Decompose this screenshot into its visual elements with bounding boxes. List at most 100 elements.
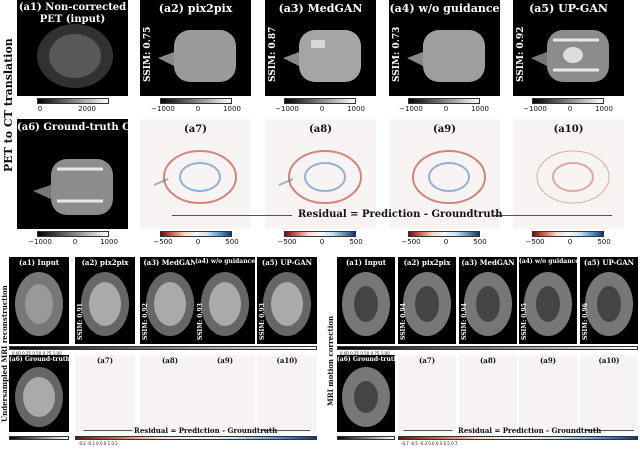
pet-panel-a8-title: (a8) bbox=[309, 124, 332, 135]
pet-residual-arrow-left bbox=[172, 215, 292, 216]
mri-motion-a7-residual bbox=[398, 355, 456, 432]
mri-recon-a2-ssim: SSIM: 0.91 bbox=[77, 303, 84, 340]
pet-a9-colorbar bbox=[408, 231, 480, 237]
mri-recon-a4-title: (a4) w/o guidance bbox=[195, 258, 256, 265]
mri-recon-a10-title: (a10) bbox=[276, 356, 298, 365]
pet-a4-colorbar bbox=[408, 98, 480, 104]
pet-groundtruth-ct-image bbox=[17, 119, 128, 229]
mri-motion-row2-res-colorbar bbox=[398, 436, 638, 440]
pet-upgan-image bbox=[513, 0, 624, 96]
mri-recon-row1-colorbar-ticks: 0.00 0.25 0.50 0.75 1.00 bbox=[12, 351, 62, 356]
pet-pix2pix-image bbox=[140, 0, 251, 96]
pet-a4-ssim: SSIM: 0.73 bbox=[392, 26, 402, 82]
mri-recon-a4-image bbox=[195, 257, 255, 344]
pet-residual-a7 bbox=[140, 119, 251, 229]
mri-motion-a1-title: (a1) Input bbox=[345, 258, 387, 267]
mri-recon-a2-image bbox=[75, 257, 135, 344]
mri-recon-arrow-left bbox=[84, 430, 132, 431]
pet-panel-a3-title: (a3) MedGAN bbox=[278, 2, 363, 15]
pet-a3-ssim: SSIM: 0.87 bbox=[268, 26, 278, 82]
mri-recon-a9-title: (a9) bbox=[216, 356, 234, 365]
mri-motion-a2-ssim: SSIM: 0.94 bbox=[400, 303, 407, 340]
pet-input-colorbar bbox=[37, 98, 109, 104]
mri-motion-a5-title: (a5) UP-GAN bbox=[583, 258, 635, 267]
mri-motion-a4-image bbox=[519, 257, 577, 344]
pet-panel-a4-title: (a4) w/o guidance bbox=[389, 2, 500, 15]
mri-recon-a4-ssim: SSIM: 0.93 bbox=[197, 303, 204, 340]
mri-motion-row1-colorbar bbox=[337, 346, 638, 350]
mri-recon-a3-ssim: SSIM: 0.92 bbox=[142, 303, 149, 340]
pet-panel-a9-title: (a9) bbox=[433, 124, 456, 135]
pet-residual-a8 bbox=[265, 119, 376, 229]
pet-medgan-image bbox=[265, 0, 376, 96]
mri-recon-a1-title: (a1) Input bbox=[18, 258, 60, 267]
mri-motion-a7-title: (a7) bbox=[418, 356, 436, 365]
mri-recon-a3-title: (a3) MedGAN bbox=[143, 258, 197, 267]
mri-motion-side-label: MRI motion correction bbox=[326, 315, 335, 406]
pet-panel-a1-title: (a1) Non-corrected PET (input) bbox=[18, 2, 127, 25]
pet-a5-colorbar bbox=[532, 98, 604, 104]
mri-motion-a3-title: (a3) MedGAN bbox=[461, 258, 515, 267]
mri-motion-a6-image bbox=[337, 355, 395, 432]
mri-recon-side-label: Undersampled MRI reconstruction bbox=[0, 285, 9, 422]
pet-residual-a10 bbox=[513, 119, 624, 229]
mri-recon-row2-res-ticks: -0.2 -0.1 0.0 0.1 0.2 bbox=[78, 441, 118, 446]
mri-recon-a1-image bbox=[9, 257, 69, 344]
pet-a10-colorbar bbox=[532, 231, 604, 237]
mri-recon-row2-gray-colorbar bbox=[9, 436, 69, 440]
mri-recon-a2-title: (a2) pix2pix bbox=[81, 258, 129, 267]
mri-motion-a9-title: (a9) bbox=[539, 356, 557, 365]
mri-recon-a8-title: (a8) bbox=[161, 356, 179, 365]
mri-motion-a3-ssim: SSIM: 0.94 bbox=[461, 303, 468, 340]
mri-motion-a2-title: (a2) pix2pix bbox=[403, 258, 451, 267]
mri-recon-a5-image bbox=[257, 257, 317, 344]
mri-motion-residual-label: Residual = Prediction - Groundtruth bbox=[458, 426, 602, 435]
pet-panel-a6-title: (a6) Ground-truth CT bbox=[17, 122, 138, 133]
mri-recon-a3-image bbox=[140, 257, 200, 344]
mri-recon-residual-label: Residual = Prediction - Groundtruth bbox=[134, 426, 278, 435]
mri-motion-a9-residual bbox=[519, 355, 577, 432]
mri-recon-a6-title: (a6) Ground-truth bbox=[9, 356, 70, 363]
pet-a2-colorbar bbox=[160, 98, 232, 104]
mri-recon-a7-residual bbox=[75, 355, 135, 432]
mri-recon-a8-residual bbox=[140, 355, 200, 432]
mri-recon-a9-residual bbox=[195, 355, 255, 432]
pet-panel-a5-title: (a5) UP-GAN bbox=[529, 2, 608, 15]
mri-motion-a6-title: (a6) Ground-truth bbox=[337, 356, 398, 363]
pet-residual-a9 bbox=[389, 119, 500, 229]
pet-residual-label: Residual = Prediction - Groundtruth bbox=[298, 209, 503, 220]
pet-woguidance-image bbox=[389, 0, 500, 96]
mri-motion-a8-title: (a8) bbox=[479, 356, 497, 365]
pet-ct-side-label: PET to CT translation bbox=[2, 38, 15, 172]
pet-panel-a7-title: (a7) bbox=[184, 124, 207, 135]
mri-recon-a10-residual bbox=[257, 355, 317, 432]
mri-recon-a5-title: (a5) UP-GAN bbox=[261, 258, 313, 267]
mri-recon-a7-title: (a7) bbox=[96, 356, 114, 365]
mri-motion-row1-colorbar-ticks: 0.00 0.25 0.50 0.75 1.00 bbox=[340, 351, 390, 356]
pet-a7-colorbar bbox=[160, 231, 232, 237]
pet-gt-colorbar bbox=[37, 231, 109, 237]
mri-motion-a5-image bbox=[580, 257, 638, 344]
pet-input-image bbox=[17, 0, 128, 96]
mri-motion-a10-residual bbox=[580, 355, 638, 432]
mri-motion-a4-ssim: SSIM: 0.95 bbox=[521, 303, 528, 340]
pet-a8-colorbar bbox=[284, 231, 356, 237]
mri-motion-a8-residual bbox=[459, 355, 517, 432]
mri-motion-arrow-right bbox=[586, 430, 634, 431]
pet-panel-a2-title: (a2) pix2pix bbox=[158, 2, 233, 15]
mri-motion-arrow-left bbox=[404, 430, 452, 431]
pet-a3-colorbar bbox=[284, 98, 356, 104]
mri-motion-a5-ssim: SSIM: 0.96 bbox=[582, 303, 589, 340]
mri-motion-a3-image bbox=[459, 257, 517, 344]
mri-motion-a4-title: (a4) w/o guidance bbox=[519, 258, 580, 265]
mri-motion-row2-res-ticks: -0.7 -0.5 -0.3 0.0 0.3 0.5 0.7 bbox=[401, 441, 458, 446]
mri-motion-a2-image bbox=[398, 257, 456, 344]
pet-residual-arrow-right bbox=[492, 215, 612, 216]
mri-recon-row1-colorbar bbox=[9, 346, 317, 350]
pet-a5-ssim: SSIM: 0.92 bbox=[516, 26, 526, 82]
mri-recon-a5-ssim: SSIM: 0.93 bbox=[259, 303, 266, 340]
mri-motion-row2-gray-colorbar bbox=[337, 436, 395, 440]
pet-a2-ssim: SSIM: 0.75 bbox=[143, 26, 153, 82]
pet-panel-a10-title: (a10) bbox=[553, 124, 584, 135]
mri-recon-arrow-right bbox=[262, 430, 310, 431]
